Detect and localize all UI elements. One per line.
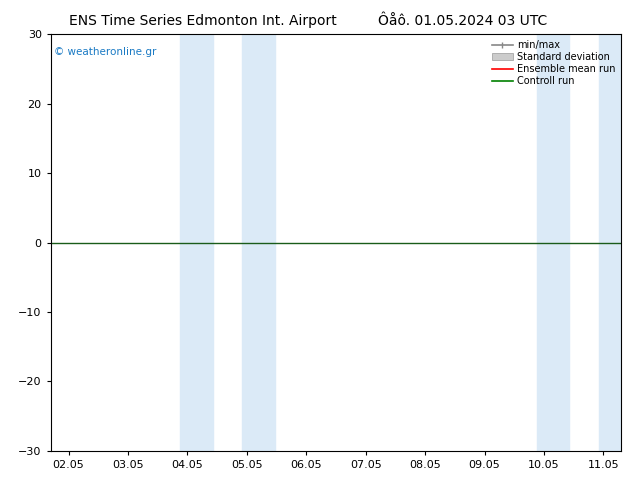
Text: ENS Time Series Edmonton Int. Airport: ENS Time Series Edmonton Int. Airport xyxy=(69,14,337,28)
Bar xyxy=(599,34,631,451)
Text: Ôåô. 01.05.2024 03 UTC: Ôåô. 01.05.2024 03 UTC xyxy=(378,14,547,28)
Legend: min/max, Standard deviation, Ensemble mean run, Controll run: min/max, Standard deviation, Ensemble me… xyxy=(488,36,619,90)
Text: © weatheronline.gr: © weatheronline.gr xyxy=(53,47,156,57)
Bar xyxy=(180,34,212,451)
Bar xyxy=(536,34,569,451)
Bar xyxy=(242,34,275,451)
